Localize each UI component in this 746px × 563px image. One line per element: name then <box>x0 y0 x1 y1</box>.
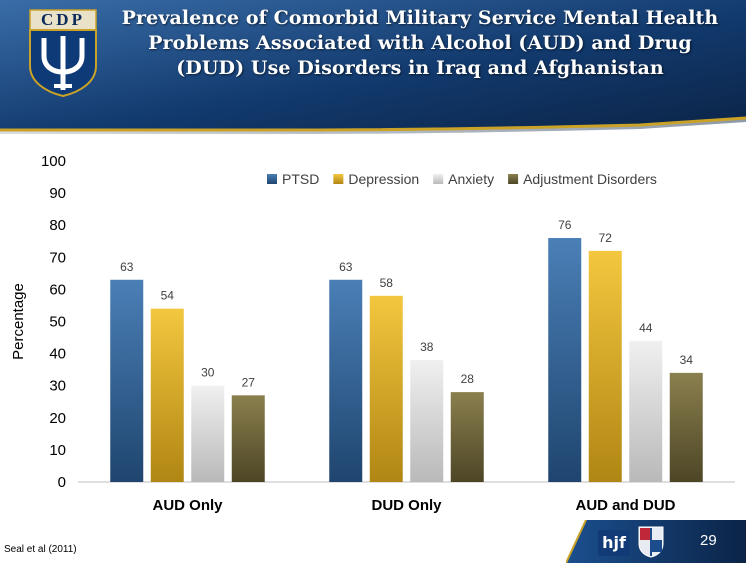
bar <box>450 392 484 482</box>
bar <box>231 395 265 482</box>
data-label: 30 <box>201 366 215 380</box>
data-label: 54 <box>161 289 175 303</box>
slide-title: Prevalence of Comorbid Military Service … <box>121 7 719 79</box>
y-tick-label: 60 <box>49 281 66 298</box>
usu-shield-icon <box>638 526 664 558</box>
x-category-label: DUD Only <box>371 497 442 514</box>
y-tick-label: 30 <box>49 378 66 395</box>
y-tick-label: 90 <box>49 185 66 202</box>
bar <box>150 308 184 482</box>
psi-shield-icon <box>29 9 97 98</box>
y-tick-label: 20 <box>49 410 66 427</box>
cdp-logo: CDP <box>20 8 106 98</box>
bar <box>191 385 225 482</box>
x-category-label: AUD Only <box>152 497 223 514</box>
bar <box>329 279 363 482</box>
data-label: 63 <box>120 260 134 274</box>
legend-swatch <box>267 174 277 184</box>
data-label: 58 <box>380 276 394 290</box>
data-label: 34 <box>680 353 694 367</box>
y-tick-label: 80 <box>49 217 66 234</box>
header-background <box>0 0 746 146</box>
y-tick-label: 100 <box>41 153 66 170</box>
legend-swatch <box>333 174 344 184</box>
data-label: 44 <box>639 321 653 335</box>
hjf-logo: hjf <box>598 530 630 556</box>
bar <box>588 250 622 482</box>
data-label: 76 <box>558 218 572 232</box>
legend-label: Depression <box>348 171 419 187</box>
bar <box>548 238 582 482</box>
legend-label: PTSD <box>282 171 319 187</box>
cdp-logo-text: CDP <box>41 10 85 29</box>
y-tick-label: 70 <box>49 249 66 266</box>
bar <box>369 295 403 482</box>
bar <box>410 360 444 482</box>
y-tick-label: 10 <box>49 442 66 459</box>
data-label: 38 <box>420 340 434 354</box>
data-label: 63 <box>339 260 353 274</box>
bar <box>629 340 663 482</box>
data-label: 72 <box>599 231 613 245</box>
header-banner: CDP Prevalence of Comorbid Military Serv… <box>0 0 746 146</box>
x-category-label: AUD and DUD <box>576 497 676 514</box>
data-label: 27 <box>242 375 256 389</box>
y-axis-label: Percentage <box>10 283 27 360</box>
legend-label: Adjustment Disorders <box>523 171 657 187</box>
citation: Seal et al (2011) <box>4 544 77 555</box>
page-number: 29 <box>700 532 717 549</box>
y-tick-label: 50 <box>49 314 66 331</box>
bar <box>669 372 703 482</box>
legend-label: Anxiety <box>448 171 494 187</box>
bar <box>110 279 144 482</box>
bar-chart: 0 10 20 30 40 50 60 70 80 90 100 Percentage 63 54 30 27… <box>10 153 735 514</box>
data-label: 28 <box>461 372 475 386</box>
legend-swatch <box>508 174 519 184</box>
y-tick-label: 0 <box>58 474 66 491</box>
y-tick-label: 40 <box>49 346 66 363</box>
legend-swatch <box>433 174 444 184</box>
